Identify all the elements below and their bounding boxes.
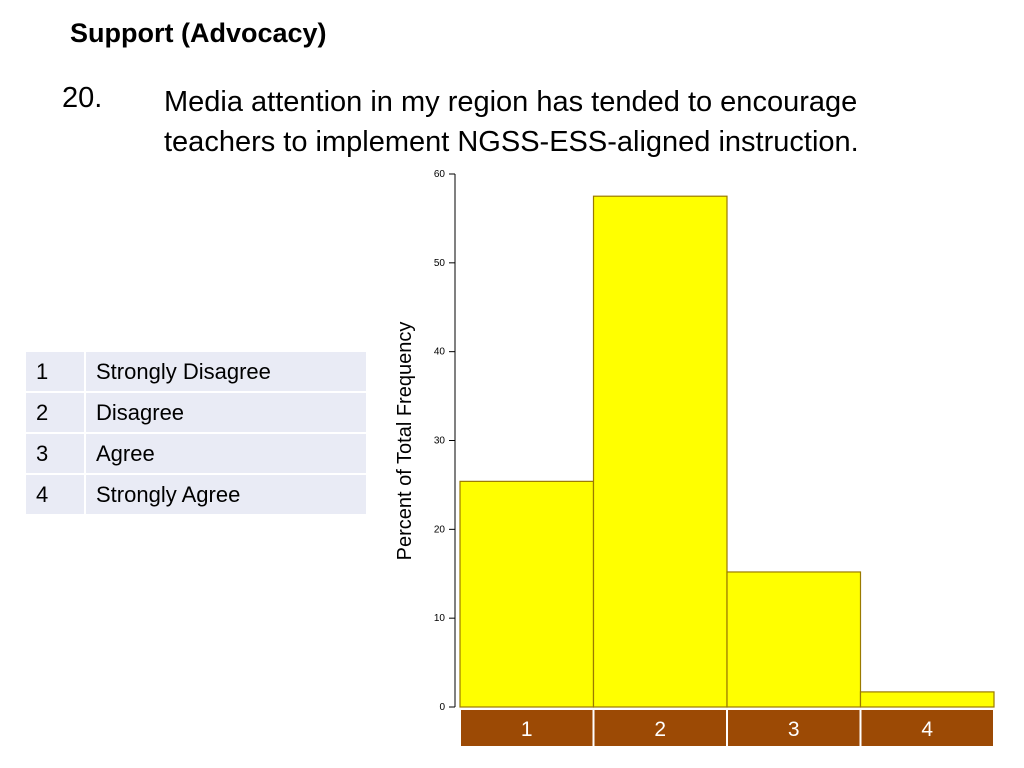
x-tick-label: 2: [654, 718, 666, 741]
question-text: Media attention in my region has tended …: [164, 86, 859, 158]
x-tick-label: 3: [788, 718, 800, 741]
y-axis: 0 10 20 30 40 50 60: [434, 169, 456, 713]
y-tick-label: 60: [434, 169, 446, 180]
bar-4: [859, 691, 995, 708]
bar-1: [459, 480, 595, 708]
y-tick-label: 30: [434, 436, 446, 447]
x-tick-label: 4: [921, 718, 933, 741]
legend-row: 3 Agree: [26, 434, 366, 473]
y-tick-label: 40: [434, 347, 446, 358]
category-cell: [726, 708, 862, 748]
bar-2: [592, 195, 728, 708]
legend-label: Disagree: [86, 393, 366, 432]
legend-code: 1: [26, 352, 86, 391]
legend-label: Agree: [86, 434, 366, 473]
section-title: Support (Advocacy): [70, 18, 327, 48]
x-tick-label: 1: [521, 718, 533, 741]
legend-row: 4 Strongly Agree: [26, 475, 366, 514]
response-scale-legend: 1 Strongly Disagree 2 Disagree 3 Agree 4…: [26, 350, 366, 516]
legend-code: 3: [26, 434, 86, 473]
y-tick-label: 50: [434, 258, 446, 269]
category-cell: [859, 708, 995, 748]
bars: [459, 195, 995, 708]
legend-code: 4: [26, 475, 86, 514]
legend-label: Strongly Disagree: [86, 352, 366, 391]
legend-code: 2: [26, 393, 86, 432]
y-tick-label: 20: [434, 524, 446, 535]
bar-3: [726, 571, 862, 708]
y-tick-label: 10: [434, 613, 446, 624]
y-tick-label: 0: [439, 702, 445, 713]
category-cell: [459, 708, 595, 748]
legend-label: Strongly Agree: [86, 475, 366, 514]
legend-row: 1 Strongly Disagree: [26, 352, 366, 391]
legend-row: 2 Disagree: [26, 393, 366, 432]
y-axis-label: Percent of Total Frequency: [394, 322, 416, 561]
category-band: 1 2 3 4: [459, 708, 995, 748]
question-number: 20.: [62, 82, 103, 114]
category-cell: [592, 708, 728, 748]
